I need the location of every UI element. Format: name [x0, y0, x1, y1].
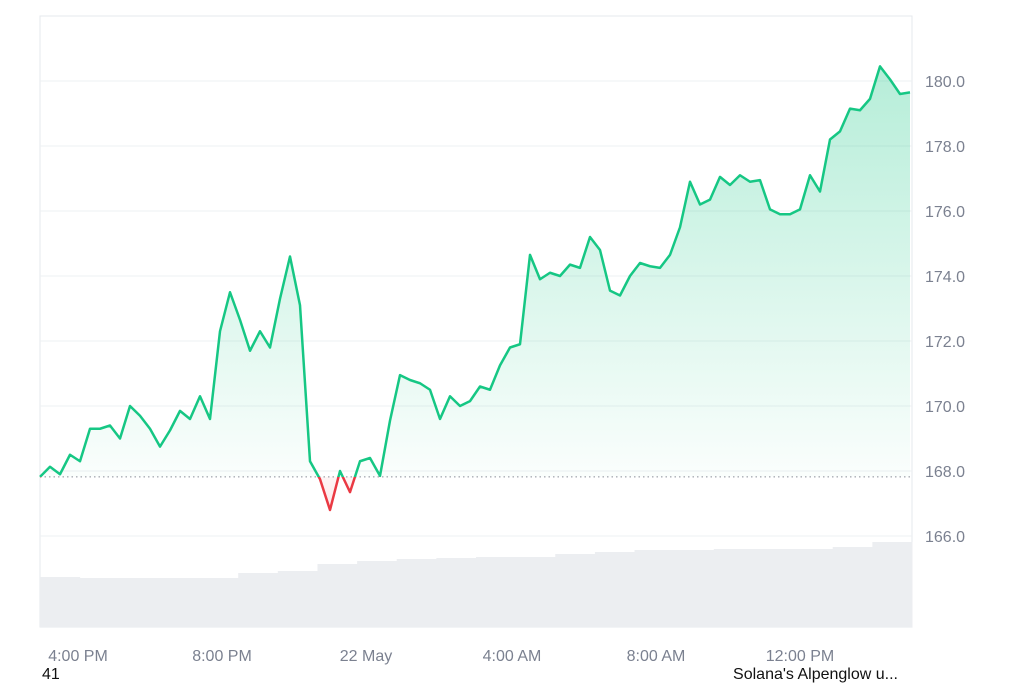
- volume-bar: [40, 577, 81, 627]
- y-tick-label: 178.0: [925, 139, 965, 156]
- y-tick-label: 172.0: [925, 334, 965, 351]
- volume-bar: [753, 549, 794, 627]
- volume-bar: [277, 571, 318, 627]
- volume-bar: [634, 550, 675, 627]
- footer-right: Solana's Alpenglow u...: [733, 666, 898, 683]
- volume-bar: [594, 552, 636, 627]
- volume-bar: [713, 549, 754, 627]
- x-tick-label: 12:00 PM: [766, 648, 834, 665]
- y-tick-label: 170.0: [925, 399, 965, 416]
- volume-bar: [872, 542, 913, 627]
- x-tick-label: 8:00 PM: [192, 648, 252, 665]
- price-line: [39, 65, 911, 512]
- volume-bar: [832, 547, 873, 627]
- volume-bar: [357, 561, 398, 627]
- volume-bar: [317, 564, 358, 627]
- volume-bar: [119, 578, 160, 627]
- volume-bar: [79, 578, 120, 627]
- volume-bar: [238, 573, 279, 627]
- y-tick-label: 168.0: [925, 464, 965, 481]
- volume-bar: [793, 549, 834, 627]
- x-tick-label: 8:00 AM: [627, 648, 686, 665]
- volume-bar: [198, 578, 239, 627]
- x-tick-label: 4:00 PM: [48, 648, 108, 665]
- y-tick-label: 180.0: [925, 74, 965, 91]
- footer-left: 41: [42, 666, 60, 683]
- volume-bar: [436, 558, 477, 627]
- y-tick-label: 174.0: [925, 269, 965, 286]
- volume-bar: [158, 578, 200, 627]
- x-tick-label: 22 May: [340, 648, 392, 665]
- volume-bar: [476, 557, 517, 627]
- price-area: [40, 66, 910, 510]
- volume-bar: [396, 559, 437, 627]
- y-tick-label: 166.0: [925, 529, 965, 546]
- volume-bar: [674, 550, 715, 627]
- volume-bar: [515, 557, 556, 627]
- volume-bar: [555, 554, 596, 627]
- x-tick-label: 4:00 AM: [483, 648, 542, 665]
- y-tick-label: 176.0: [925, 204, 965, 221]
